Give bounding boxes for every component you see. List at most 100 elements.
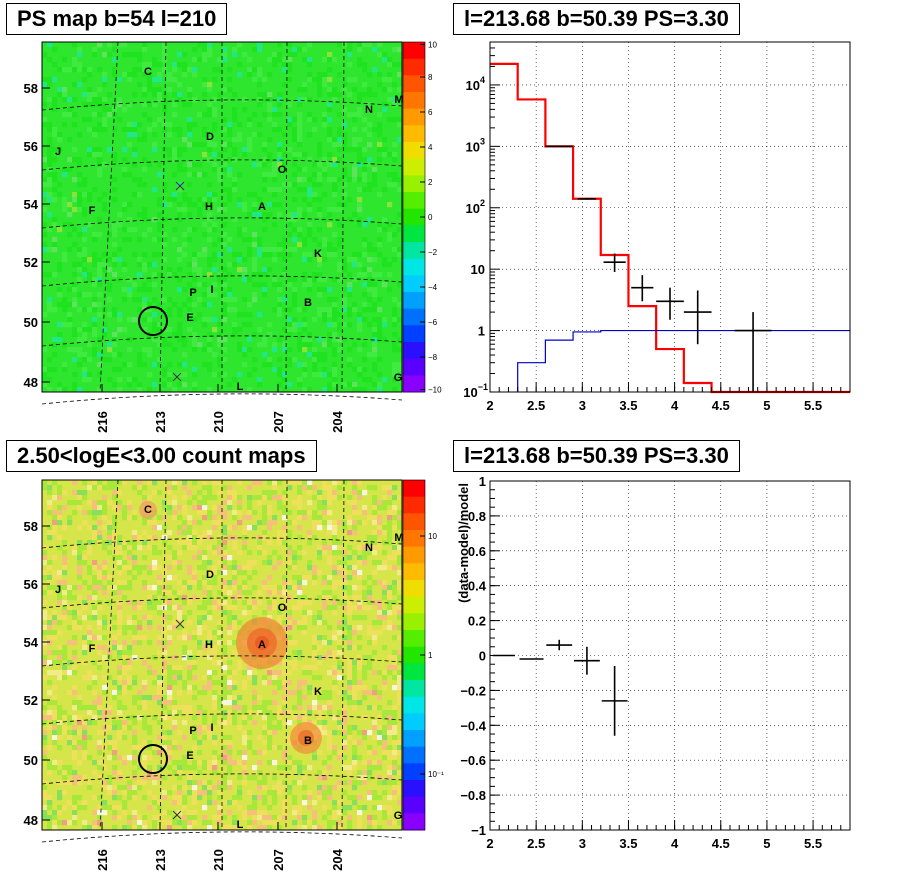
cross-marker bbox=[172, 372, 182, 382]
y-tick-label: 0.6 bbox=[468, 544, 486, 559]
residual-panel-title: l=213.68 b=50.39 PS=3.30 bbox=[453, 440, 740, 472]
x-tick-label: 216 bbox=[95, 411, 110, 433]
source-label-K: K bbox=[314, 686, 322, 698]
grid-meridian bbox=[341, 41, 345, 393]
grid-meridian bbox=[159, 41, 167, 393]
x-tick-label: 4 bbox=[671, 398, 679, 413]
y-tick-label: 0 bbox=[479, 649, 486, 664]
y-tick-label: 1 bbox=[478, 324, 485, 339]
colorbar-tick-label: 10 bbox=[428, 40, 437, 49]
y-tick-label: 56 bbox=[24, 577, 38, 592]
colorbar-tick-label: −2 bbox=[428, 248, 438, 257]
colorbar-tick-label: 8 bbox=[428, 73, 433, 82]
source-label-K: K bbox=[314, 248, 322, 260]
x-tick-label: 4.5 bbox=[712, 398, 730, 413]
colorbar-tick-label: 1 bbox=[428, 651, 433, 660]
source-label-H: H bbox=[205, 639, 213, 651]
grid-meridian bbox=[285, 479, 288, 831]
source-label-I: I bbox=[210, 722, 213, 734]
y-tick-label: −0.8 bbox=[460, 788, 486, 803]
map-frame bbox=[41, 41, 403, 393]
y-tick-label: 104 bbox=[466, 75, 485, 93]
x-tick-label: 213 bbox=[153, 411, 168, 433]
grid-parallel bbox=[41, 831, 403, 843]
spectrum-panel-title: l=213.68 b=50.39 PS=3.30 bbox=[453, 3, 740, 35]
source-label-F: F bbox=[89, 205, 96, 217]
y-tick-label: −0.4 bbox=[460, 718, 486, 733]
colorbar-tick-label: 10 bbox=[428, 532, 437, 541]
grid-meridian bbox=[159, 479, 167, 831]
x-tick-label: 4.5 bbox=[712, 836, 730, 851]
colorbar-tick-label: −4 bbox=[428, 283, 438, 292]
grid-parallel bbox=[41, 393, 403, 405]
source-label-I: I bbox=[210, 284, 213, 296]
x-tick-label: 5 bbox=[763, 836, 770, 851]
source-label-E: E bbox=[186, 312, 193, 324]
y-tick-label: 0.2 bbox=[468, 614, 486, 629]
y-tick-label: −1 bbox=[471, 823, 486, 838]
y-tick-label: 54 bbox=[24, 635, 39, 650]
source-label-D: D bbox=[206, 131, 214, 143]
colorbar-tick-label: 10⁻¹ bbox=[428, 770, 444, 779]
source-label-B: B bbox=[304, 297, 312, 309]
x-tick-label: 3 bbox=[579, 398, 586, 413]
x-tick-label: 207 bbox=[271, 849, 286, 871]
x-tick-label: 4 bbox=[671, 836, 679, 851]
ps-colorbar: 10 8 6 4 2 0 −2 −4 −6 −8 −10 bbox=[402, 40, 442, 395]
cross-marker bbox=[172, 810, 182, 820]
source-label-M: M bbox=[394, 532, 403, 544]
source-label-G: G bbox=[394, 810, 403, 822]
colorbar-tick-label: 4 bbox=[428, 143, 433, 152]
y-tick-label: −0.2 bbox=[460, 683, 486, 698]
source-label-H: H bbox=[205, 201, 213, 213]
map-frame bbox=[41, 479, 403, 831]
spectrum-plot-area bbox=[490, 42, 850, 392]
y-tick-label: 1 bbox=[479, 474, 486, 489]
y-tick-label: 10 bbox=[471, 262, 485, 277]
source-blob bbox=[298, 730, 314, 746]
x-tick-label: 207 bbox=[271, 411, 286, 433]
x-tick-label: 213 bbox=[153, 849, 168, 871]
target-circle bbox=[138, 744, 168, 774]
residual-frame bbox=[489, 480, 851, 831]
x-tick-label: 3 bbox=[579, 836, 586, 851]
x-tick-label: 216 bbox=[95, 849, 110, 871]
x-tick-label: 3.5 bbox=[619, 398, 637, 413]
residual-plot: 1 0.8 0.6 0.4 0.2 0 −0.2 −0.4 −0.6 −0.8 −12 2.5 3 3.5… bbox=[456, 474, 851, 851]
grid-meridian bbox=[341, 479, 345, 831]
y-tick-label: 54 bbox=[24, 197, 39, 212]
y-tick-label: 10−1 bbox=[463, 382, 488, 400]
count-map-panel-title: 2.50<logE<3.00 count maps bbox=[6, 440, 317, 472]
target-circle bbox=[138, 306, 168, 336]
x-tick-label: 2 bbox=[486, 398, 493, 413]
source-label-E: E bbox=[186, 750, 193, 762]
source-label-A: A bbox=[258, 639, 266, 651]
y-tick-label: 52 bbox=[24, 255, 38, 270]
y-tick-label: 58 bbox=[24, 81, 38, 96]
count-colorbar: 10 1 10⁻¹ bbox=[402, 479, 444, 831]
y-tick-label: −0.6 bbox=[460, 753, 486, 768]
colorbar-tick-label: −8 bbox=[428, 353, 438, 362]
x-tick-label: 5.5 bbox=[804, 398, 822, 413]
x-tick-label: 2.5 bbox=[527, 836, 545, 851]
grid-meridian bbox=[99, 479, 119, 831]
colorbar-tick-label: −6 bbox=[428, 318, 438, 327]
y-tick-label: 102 bbox=[466, 198, 485, 216]
source-label-M: M bbox=[394, 94, 403, 106]
colorbar-tick-label: 2 bbox=[428, 178, 433, 187]
source-label-C: C bbox=[144, 504, 152, 516]
y-tick-label: 48 bbox=[24, 813, 38, 828]
source-label-L: L bbox=[237, 819, 244, 831]
x-tick-label: 2.5 bbox=[527, 398, 545, 413]
source-blob bbox=[255, 636, 269, 650]
x-tick-label: 204 bbox=[330, 848, 345, 870]
x-tick-label: 2 bbox=[486, 836, 493, 851]
residual-y-axis-label: (data-model)/model bbox=[456, 483, 471, 603]
source-label-G: G bbox=[394, 372, 403, 384]
source-label-N: N bbox=[365, 542, 373, 554]
cross-marker bbox=[175, 181, 185, 191]
y-tick-label: 58 bbox=[24, 519, 38, 534]
source-label-N: N bbox=[365, 104, 373, 116]
x-tick-label: 210 bbox=[211, 411, 226, 433]
